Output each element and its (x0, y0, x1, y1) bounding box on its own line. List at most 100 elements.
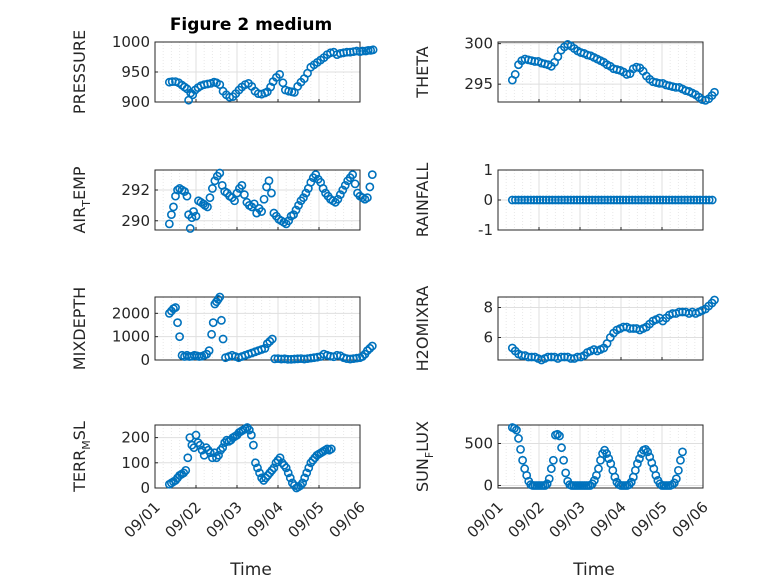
data-point (572, 195, 582, 205)
data-point (698, 195, 708, 205)
data-point (269, 463, 279, 473)
data-point (244, 425, 254, 435)
data-point (191, 211, 201, 221)
data-point (587, 195, 597, 205)
data-point (257, 207, 266, 216)
data-point (516, 444, 525, 454)
data-point (683, 195, 693, 205)
data-point (189, 207, 198, 216)
data-point (283, 468, 293, 478)
data-point (680, 195, 689, 205)
data-point (546, 464, 556, 474)
data-point (507, 195, 517, 205)
data-point (183, 453, 193, 463)
data-point (255, 468, 264, 478)
data-point (301, 188, 311, 198)
data-point (512, 425, 521, 435)
data-point (284, 216, 294, 226)
data-point (218, 443, 228, 453)
data-point (267, 334, 277, 344)
y-axis-label-main: TERR (70, 450, 89, 493)
axes-rainfall: -1 0 1 RAINFALL (413, 161, 717, 239)
data-point (633, 459, 642, 469)
data-point (671, 474, 681, 484)
data-point (215, 80, 225, 89)
data-point (260, 343, 270, 353)
data-point (510, 70, 520, 79)
data-point (333, 194, 343, 204)
data-point (621, 195, 631, 205)
data-point (523, 195, 533, 205)
data-point (169, 202, 178, 212)
data-point (637, 195, 646, 205)
y-tick-label: 0 (140, 479, 150, 497)
data-point (311, 170, 321, 180)
data-point (281, 463, 291, 473)
data-point (285, 473, 295, 483)
data-point (563, 195, 573, 205)
data-point (215, 292, 225, 302)
data-point (262, 339, 272, 349)
data-point (249, 199, 259, 209)
data-point (514, 195, 523, 205)
y-tick-label: 0 (483, 191, 493, 209)
data-point (547, 195, 557, 205)
data-point (294, 200, 303, 210)
data-point (181, 465, 191, 475)
data-point (298, 478, 307, 488)
data-point (559, 455, 568, 465)
data-point (182, 191, 192, 201)
y-tick-label: 6 (483, 329, 493, 347)
data-point (204, 346, 214, 356)
data-point (214, 450, 223, 460)
y-axis-label-subscript: F (423, 452, 436, 458)
data-point (175, 332, 184, 342)
y-tick-label: 1 (483, 161, 493, 179)
data-point (710, 295, 719, 305)
data-point (173, 318, 182, 328)
data-point (602, 449, 612, 458)
data-point (569, 195, 579, 205)
data-point (541, 195, 551, 205)
y-axis-label-rainfall: RAINFALL (413, 163, 432, 238)
data-point (610, 472, 620, 482)
data-point (340, 180, 350, 190)
data-point (710, 87, 719, 97)
data-point (207, 329, 216, 339)
y-tick-label: 290 (121, 212, 150, 230)
data-point (218, 334, 228, 344)
y-axis-label-tail: LUX (413, 421, 432, 452)
data-point (362, 193, 372, 203)
data-point (553, 429, 562, 439)
data-point (246, 430, 256, 440)
data-point (618, 195, 628, 205)
data-point (253, 463, 262, 473)
data-point (701, 195, 711, 205)
data-point (581, 195, 591, 205)
data-point (643, 195, 653, 205)
data-point (686, 195, 696, 205)
data-point (300, 473, 310, 483)
axes-box-h2omixra (497, 296, 704, 361)
data-point (661, 195, 671, 205)
data-point (217, 315, 226, 325)
data-point (191, 430, 201, 440)
data-point (630, 195, 640, 205)
data-point (584, 195, 594, 205)
data-point (302, 468, 312, 478)
data-point (237, 180, 247, 190)
data-point (352, 46, 362, 56)
data-point (365, 343, 375, 353)
data-point (649, 195, 659, 205)
data-point (367, 341, 377, 351)
data-point (658, 195, 668, 205)
data-point (589, 476, 599, 485)
data-point (692, 195, 702, 205)
data-point (597, 195, 606, 205)
axes-box-sunflux (497, 424, 704, 489)
x-axis-label-right: Time (572, 560, 615, 580)
data-point (674, 465, 683, 475)
data-point (674, 195, 683, 205)
data-point (664, 195, 674, 205)
y-tick-label: 300 (464, 35, 493, 53)
